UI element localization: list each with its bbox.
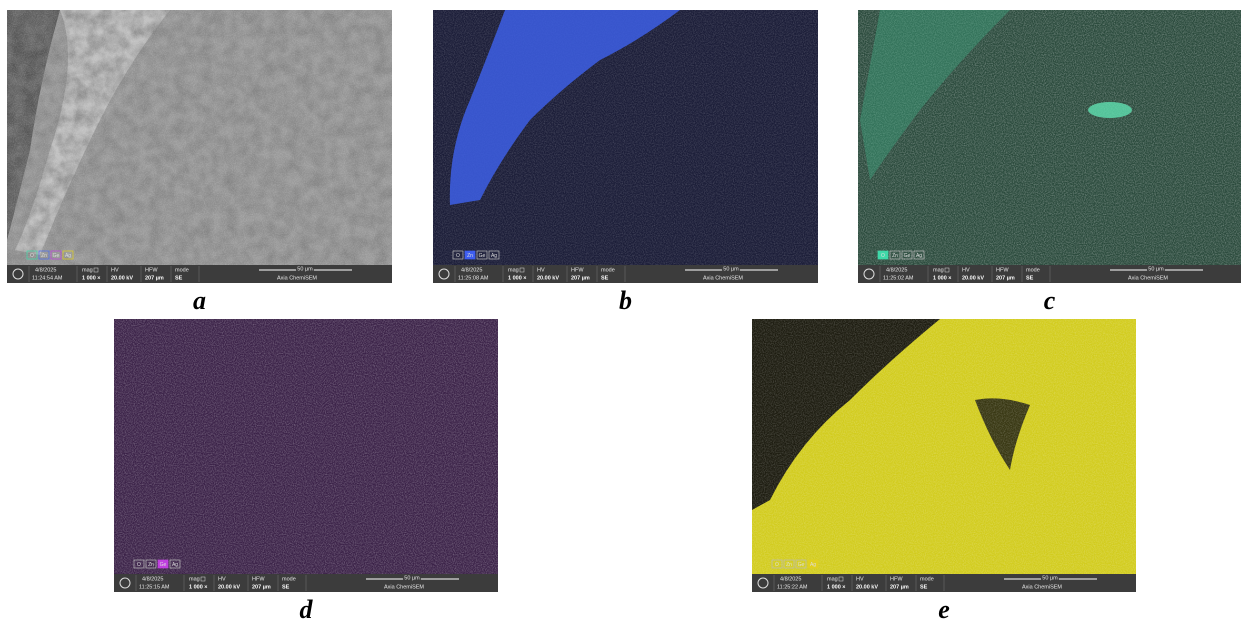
panel-label: d bbox=[300, 595, 314, 623]
hv: 20.00 kV bbox=[856, 584, 878, 590]
element-name: Ag bbox=[172, 562, 178, 568]
mag: 1 000 × bbox=[82, 275, 101, 281]
mag: 1 000 × bbox=[827, 584, 846, 590]
hv-label: HV bbox=[111, 267, 119, 273]
mode-label: mode bbox=[1026, 267, 1040, 273]
hfw: 207 µm bbox=[890, 584, 909, 590]
date: 4/8/2025 bbox=[780, 576, 801, 582]
hfw: 207 µm bbox=[252, 584, 271, 590]
instrument: Axia ChemiSEM bbox=[1022, 584, 1062, 590]
panel-label: e bbox=[938, 595, 950, 623]
instrument: Axia ChemiSEM bbox=[277, 275, 317, 281]
element-name: Ge bbox=[798, 562, 805, 568]
date: 4/8/2025 bbox=[142, 576, 163, 582]
instrument: Axia ChemiSEM bbox=[1128, 275, 1168, 281]
element-name: Ag bbox=[916, 253, 922, 259]
panel-label: a bbox=[193, 286, 206, 315]
element-name: Ge bbox=[53, 253, 60, 259]
mag-label: mag bbox=[933, 267, 944, 273]
mag-label: mag bbox=[82, 267, 93, 273]
mag-label: mag bbox=[508, 267, 519, 273]
mode: SE bbox=[282, 584, 290, 590]
mode: SE bbox=[601, 275, 609, 281]
hv-label: HV bbox=[218, 576, 226, 582]
mag-label: mag bbox=[189, 576, 200, 582]
instrument: Axia ChemiSEM bbox=[384, 584, 424, 590]
hv: 20.00 kV bbox=[111, 275, 133, 281]
scale-label: 50 µm bbox=[1042, 575, 1058, 581]
element-name: Ge bbox=[479, 253, 486, 259]
element-name: Ag bbox=[810, 562, 816, 568]
element-name: O bbox=[456, 253, 460, 259]
time: 11:25:08 AM bbox=[458, 275, 489, 281]
instrument: Axia ChemiSEM bbox=[703, 275, 743, 281]
mode-label: mode bbox=[601, 267, 615, 273]
hfw: 207 µm bbox=[145, 275, 164, 281]
element-name: Zn bbox=[892, 253, 898, 259]
mode: SE bbox=[1026, 275, 1034, 281]
element-name: O bbox=[775, 562, 779, 568]
mag: 1 000 × bbox=[508, 275, 527, 281]
hfw: 207 µm bbox=[571, 275, 590, 281]
hfw: 207 µm bbox=[996, 275, 1015, 281]
time: 11:25:02 AM bbox=[883, 275, 914, 281]
mode: SE bbox=[175, 275, 183, 281]
hv: 20.00 kV bbox=[537, 275, 559, 281]
hfw-label: HFW bbox=[571, 267, 584, 273]
element-name: Zn bbox=[786, 562, 792, 568]
element-name: Ge bbox=[904, 253, 911, 259]
hfw-label: HFW bbox=[890, 576, 903, 582]
scale-label: 50 µm bbox=[1148, 266, 1164, 272]
element-name: O bbox=[881, 253, 885, 259]
info-bar bbox=[433, 265, 818, 283]
hv-label: HV bbox=[537, 267, 545, 273]
panel-label: b bbox=[619, 286, 632, 315]
mag-label: mag bbox=[827, 576, 838, 582]
mode: SE bbox=[920, 584, 928, 590]
element-name: Ag bbox=[65, 253, 71, 259]
hv-label: HV bbox=[856, 576, 864, 582]
date: 4/8/2025 bbox=[461, 267, 482, 273]
panel-label: c bbox=[1044, 286, 1056, 315]
hv-label: HV bbox=[962, 267, 970, 273]
scale-label: 50 µm bbox=[404, 575, 420, 581]
mag: 1 000 × bbox=[933, 275, 952, 281]
mode-label: mode bbox=[282, 576, 296, 582]
time: 11:24:54 AM bbox=[32, 275, 63, 281]
time: 11:25:15 AM bbox=[139, 584, 170, 590]
mode-label: mode bbox=[920, 576, 934, 582]
element-name: Zn bbox=[41, 253, 47, 259]
mag: 1 000 × bbox=[189, 584, 208, 590]
date: 4/8/2025 bbox=[886, 267, 907, 273]
mode-label: mode bbox=[175, 267, 189, 273]
info-bar bbox=[858, 265, 1241, 283]
time: 11:25:22 AM bbox=[777, 584, 808, 590]
scale-label: 50 µm bbox=[723, 266, 739, 272]
element-name: Ag bbox=[491, 253, 497, 259]
hfw-label: HFW bbox=[145, 267, 158, 273]
hv: 20.00 kV bbox=[962, 275, 984, 281]
info-bar bbox=[7, 265, 392, 283]
scale-label: 50 µm bbox=[297, 266, 313, 272]
hfw-label: HFW bbox=[252, 576, 265, 582]
hfw-label: HFW bbox=[996, 267, 1009, 273]
date: 4/8/2025 bbox=[35, 267, 56, 273]
element-name: O bbox=[30, 253, 34, 259]
element-name: Zn bbox=[148, 562, 154, 568]
figure: 4/8/2025 11:24:54 AM mag 1 000 × HV 20.00 kV H… bbox=[0, 0, 1241, 623]
hv: 20.00 kV bbox=[218, 584, 240, 590]
element-name: Zn bbox=[467, 253, 473, 259]
element-name: Ge bbox=[160, 562, 167, 568]
element-name: O bbox=[137, 562, 141, 568]
